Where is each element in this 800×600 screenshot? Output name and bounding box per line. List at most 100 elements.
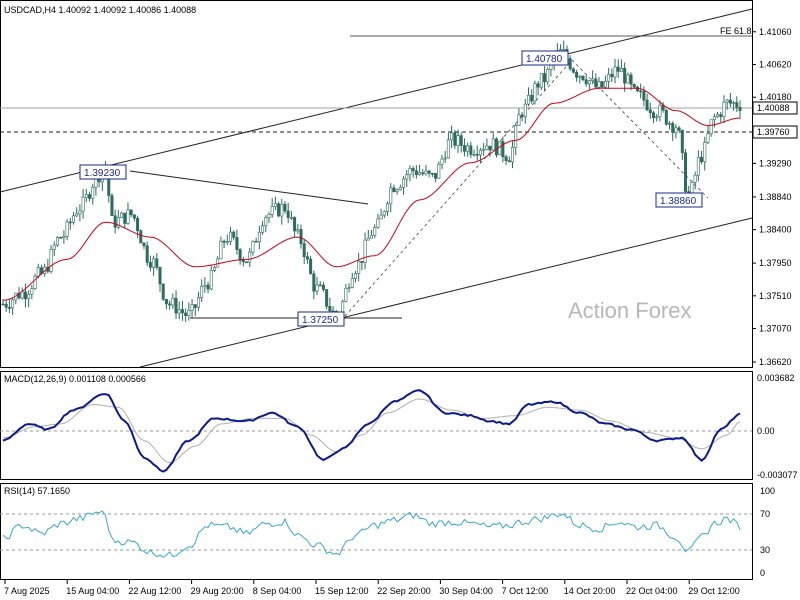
candle-body <box>735 102 739 108</box>
swing-label-1: 1.39230 <box>79 164 127 180</box>
candle-body <box>78 210 82 215</box>
candle-body <box>161 283 165 300</box>
candle <box>164 298 168 310</box>
candle-body <box>280 203 284 217</box>
candle-body <box>709 119 713 135</box>
time-tick-label: 29 Oct 12:00 <box>688 586 740 596</box>
candle-body <box>379 214 383 220</box>
candle-body <box>123 212 127 224</box>
candle <box>626 72 630 84</box>
price-panel-frame <box>0 0 753 368</box>
candle-body <box>52 244 56 250</box>
candle-body <box>706 133 710 143</box>
candle <box>229 226 233 245</box>
candle <box>251 240 255 256</box>
candle-body <box>651 112 655 118</box>
candle-body <box>113 215 117 228</box>
candle <box>264 215 268 233</box>
swing-label-4: 1.38860 <box>655 192 703 208</box>
candle <box>11 297 15 315</box>
candle-body <box>225 241 229 243</box>
candle-body <box>626 74 630 84</box>
candle-body <box>158 267 162 285</box>
candle <box>446 133 450 159</box>
candle <box>315 276 319 296</box>
candle-body <box>440 158 444 165</box>
candle-body <box>668 123 672 125</box>
candle-body <box>20 291 24 299</box>
candle <box>386 201 390 216</box>
candle-body <box>366 237 370 241</box>
candle <box>430 172 434 177</box>
candle-body <box>389 187 393 205</box>
time-axis: 7 Aug 2025 15 Aug 04:00 22 Aug 12:00 29 Aug… <box>4 580 740 596</box>
candle <box>187 302 191 321</box>
candle-body <box>65 221 69 237</box>
swing-label-2: 1.37250 <box>297 311 345 327</box>
candle-body <box>543 73 547 83</box>
candle-body <box>184 312 188 317</box>
candle-body <box>530 94 534 102</box>
candle <box>520 111 524 122</box>
candle-body <box>267 214 271 218</box>
candle-body <box>120 212 124 218</box>
candle <box>139 229 143 244</box>
candle <box>684 148 688 193</box>
candle-body <box>91 186 95 199</box>
candle-body <box>277 203 281 217</box>
candle <box>7 299 11 314</box>
candle-body <box>712 116 716 121</box>
candle <box>75 207 79 218</box>
candle <box>78 204 82 222</box>
candle-body <box>360 260 364 263</box>
candle-body <box>446 139 450 159</box>
candle <box>4 300 8 312</box>
price-tick-label: 1.40180 <box>759 92 792 102</box>
candle-body <box>62 235 66 239</box>
candle <box>129 209 133 218</box>
moving-average-line <box>2 87 741 301</box>
candle <box>600 81 604 89</box>
candle-body <box>568 58 572 70</box>
candle <box>344 283 348 303</box>
candle-body <box>376 218 380 228</box>
candle <box>289 211 293 220</box>
candle <box>619 59 623 72</box>
candle <box>309 255 313 275</box>
candle <box>120 211 124 218</box>
price-tick-label: 1.37510 <box>759 291 792 301</box>
candle-body <box>286 210 290 218</box>
candle <box>719 111 723 123</box>
fe-label: FE 61.8 <box>720 26 752 36</box>
candle <box>389 183 393 213</box>
macd-tick-bottom: -0.003077 <box>757 470 798 480</box>
time-tick-label: 14 Oct 20:00 <box>564 586 616 596</box>
rsi-tick-0: 0 <box>760 568 765 578</box>
candle <box>427 170 431 178</box>
candle <box>177 301 181 320</box>
candle-body <box>353 273 357 279</box>
candle <box>225 234 229 245</box>
candle <box>559 44 563 52</box>
time-tick-label: 8 Sep 04:00 <box>253 586 302 596</box>
candle <box>174 290 178 320</box>
candle <box>475 145 479 161</box>
candle <box>607 67 611 90</box>
candle <box>49 245 53 274</box>
candle-body <box>309 258 313 275</box>
swing-label-3: 1.40780 <box>521 50 569 66</box>
candle <box>193 303 197 317</box>
candle <box>373 224 377 239</box>
candle-body <box>289 217 293 219</box>
candle <box>20 287 24 300</box>
candle <box>59 236 63 239</box>
candle-body <box>229 231 233 242</box>
candle-body <box>395 189 399 193</box>
candle-body <box>619 67 623 72</box>
candle <box>514 122 518 156</box>
candle <box>501 136 505 163</box>
candle-body <box>485 145 489 150</box>
candle-body <box>344 288 348 302</box>
candle <box>488 145 492 157</box>
price-axis: 1.410601.406201.401801.397401.392901.388… <box>752 27 792 367</box>
